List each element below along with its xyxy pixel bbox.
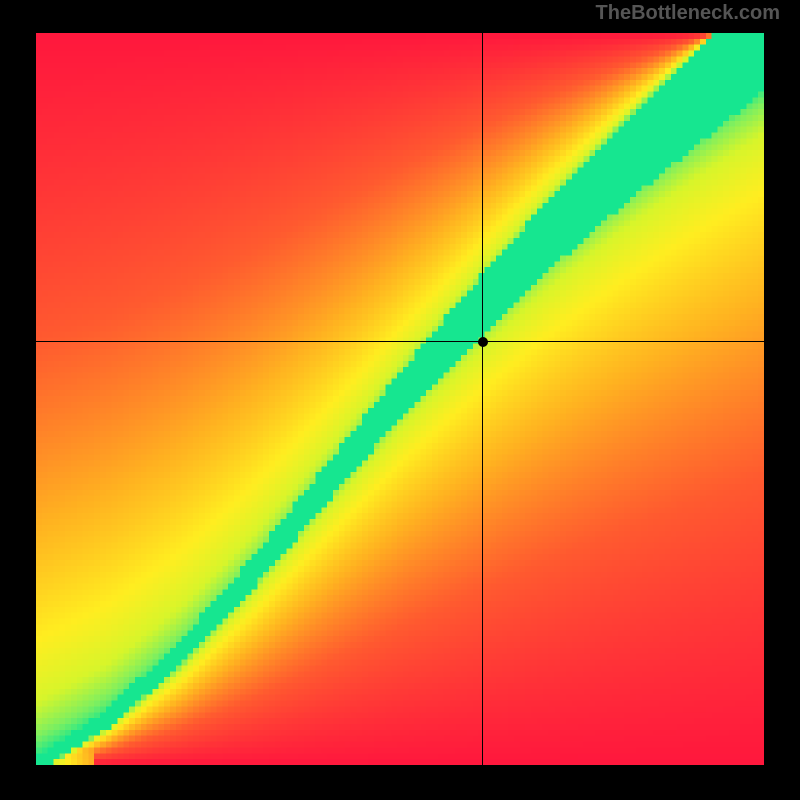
bottleneck-heatmap: [36, 33, 764, 765]
watermark-text: TheBottleneck.com: [596, 2, 780, 25]
chart-container: TheBottleneck.com: [0, 0, 800, 800]
crosshair-horizontal: [36, 341, 764, 342]
crosshair-vertical: [482, 33, 483, 765]
marker-dot: [478, 337, 488, 347]
